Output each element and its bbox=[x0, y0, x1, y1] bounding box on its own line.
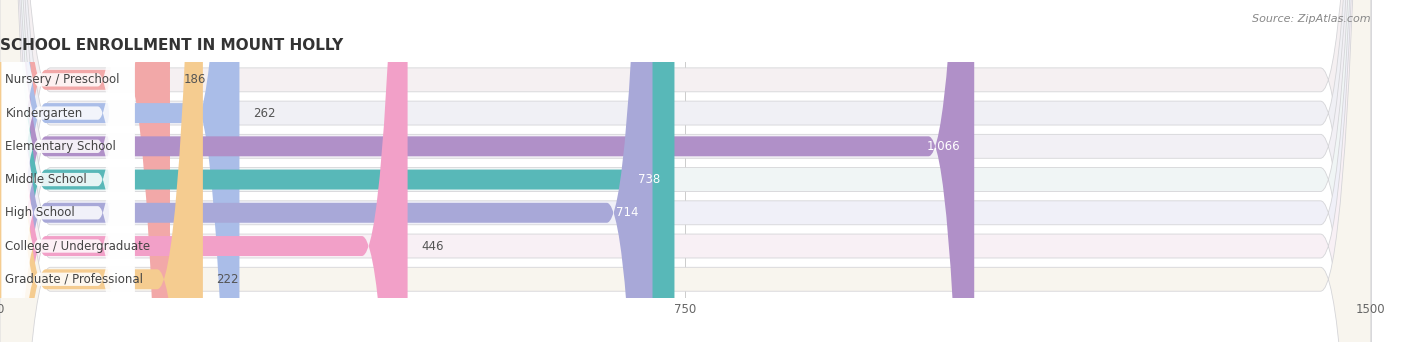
Text: 262: 262 bbox=[253, 107, 276, 120]
FancyBboxPatch shape bbox=[1, 0, 135, 342]
FancyBboxPatch shape bbox=[1, 0, 135, 342]
Text: 446: 446 bbox=[422, 239, 444, 252]
FancyBboxPatch shape bbox=[0, 0, 1371, 342]
FancyBboxPatch shape bbox=[1, 0, 135, 342]
FancyBboxPatch shape bbox=[0, 0, 974, 342]
Text: College / Undergraduate: College / Undergraduate bbox=[6, 239, 150, 252]
Text: High School: High School bbox=[6, 206, 76, 219]
Text: 1,066: 1,066 bbox=[927, 140, 960, 153]
FancyBboxPatch shape bbox=[0, 0, 1371, 342]
Text: 738: 738 bbox=[638, 173, 661, 186]
Text: 222: 222 bbox=[217, 273, 239, 286]
FancyBboxPatch shape bbox=[0, 0, 170, 342]
FancyBboxPatch shape bbox=[0, 0, 408, 342]
Text: Elementary School: Elementary School bbox=[6, 140, 117, 153]
Text: Middle School: Middle School bbox=[6, 173, 87, 186]
Text: 186: 186 bbox=[184, 73, 207, 86]
FancyBboxPatch shape bbox=[0, 0, 1371, 342]
Text: Source: ZipAtlas.com: Source: ZipAtlas.com bbox=[1253, 14, 1371, 24]
FancyBboxPatch shape bbox=[0, 0, 1371, 342]
Text: Kindergarten: Kindergarten bbox=[6, 107, 83, 120]
FancyBboxPatch shape bbox=[0, 0, 1371, 342]
FancyBboxPatch shape bbox=[1, 0, 135, 342]
FancyBboxPatch shape bbox=[1, 0, 135, 342]
FancyBboxPatch shape bbox=[1, 0, 135, 342]
FancyBboxPatch shape bbox=[0, 0, 1371, 342]
FancyBboxPatch shape bbox=[0, 0, 239, 342]
Text: Graduate / Professional: Graduate / Professional bbox=[6, 273, 143, 286]
FancyBboxPatch shape bbox=[0, 0, 652, 342]
FancyBboxPatch shape bbox=[1, 0, 135, 342]
FancyBboxPatch shape bbox=[0, 0, 202, 342]
Text: 714: 714 bbox=[616, 206, 638, 219]
Text: SCHOOL ENROLLMENT IN MOUNT HOLLY: SCHOOL ENROLLMENT IN MOUNT HOLLY bbox=[0, 38, 343, 53]
FancyBboxPatch shape bbox=[0, 0, 675, 342]
Text: Nursery / Preschool: Nursery / Preschool bbox=[6, 73, 120, 86]
FancyBboxPatch shape bbox=[0, 0, 1371, 342]
